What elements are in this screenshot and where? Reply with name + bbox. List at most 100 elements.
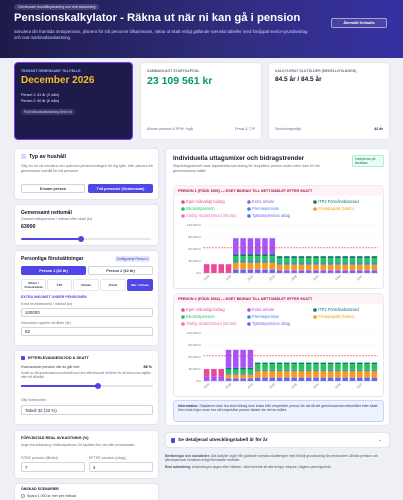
bar-segment <box>342 256 348 259</box>
bar-segment <box>276 258 283 263</box>
x-tick-label: 2035 <box>268 382 276 390</box>
bar-segment <box>284 369 290 371</box>
legend-swatch <box>313 308 317 312</box>
legend-swatch <box>181 214 185 218</box>
bar-segment <box>233 268 239 270</box>
scenario-option[interactable]: Spara 1 000 kr mer per månad <box>27 494 76 498</box>
reset-button[interactable]: Återställ Defaults <box>331 18 387 28</box>
bar-segment <box>247 377 254 379</box>
bar-segment <box>284 263 290 265</box>
y-tick-label: 60 000 kr <box>188 247 201 251</box>
summary-value: 23 109 561 kr <box>147 75 213 87</box>
bar-segment <box>349 371 356 377</box>
household-option[interactable]: Ensam person <box>21 184 85 193</box>
tax-select[interactable]: Tabell 32 (32 %) <box>21 405 153 415</box>
bar-segment <box>342 364 348 370</box>
details-toggle[interactable]: Se detaljerad utvecklingstabell år för å… <box>165 432 390 448</box>
bar-segment <box>335 269 341 271</box>
y-tick-label: 30 000 kr <box>188 367 201 371</box>
bar-segment <box>276 364 283 370</box>
x-tick-label: 2041 <box>312 274 320 282</box>
sub-tab[interactable]: Bilder / Födelsedata <box>21 279 46 291</box>
bar-segment <box>327 269 334 271</box>
bar-segment <box>240 377 246 379</box>
info-text: Staplarna visar hur stort bidrag som krä… <box>178 404 379 413</box>
legend-swatch <box>181 308 185 312</box>
bar-segment <box>327 264 334 270</box>
badge: Kalkyleras på årsbasis <box>352 155 384 167</box>
y-tick-label: 0 kr <box>196 271 201 275</box>
bar-segment <box>313 270 319 273</box>
radio[interactable] <box>21 494 25 498</box>
bar-segment <box>305 264 312 270</box>
bar-segment <box>284 377 290 378</box>
household-option[interactable]: Två personer (Gemensam) <box>88 184 153 193</box>
chart-header <box>173 293 384 304</box>
bar-segment <box>357 369 363 371</box>
return-input[interactable]: 7 <box>21 462 85 472</box>
person-tab[interactable]: Person 1 (61 år) <box>21 266 86 275</box>
bar-segment <box>233 256 239 261</box>
bar-segment <box>291 270 297 273</box>
summary-card: TIDIGAST GEMENSAMT TILLFÄLLE December 20… <box>14 62 133 140</box>
bar-segment <box>233 367 239 370</box>
bar-segment <box>335 256 341 259</box>
checkbox[interactable] <box>21 356 25 360</box>
bar-segment <box>269 369 276 371</box>
household-panel: Typ av hushåll Välj om du vill simulera … <box>14 148 159 200</box>
y-tick-label: 120 000 kr <box>187 223 201 227</box>
bar-segment <box>247 374 254 378</box>
slider-track <box>21 238 151 240</box>
bar-segment <box>305 369 312 371</box>
slider-thumb[interactable] <box>95 383 101 389</box>
bar-segment <box>269 377 276 381</box>
bar-segment <box>313 263 319 265</box>
bar-segment <box>262 369 268 371</box>
sub-tab[interactable]: Privat <box>100 279 126 291</box>
panel-title: Personliga förutsättningar <box>21 256 84 262</box>
legend-label: Extra arbete <box>252 199 275 204</box>
x-tick-label: 2044 <box>334 274 342 282</box>
bar-segment <box>313 377 319 378</box>
legend-swatch <box>313 315 317 319</box>
bar-segment <box>357 377 363 378</box>
bar-segment <box>269 261 276 263</box>
end-age-input[interactable]: 62 <box>21 327 153 336</box>
bar-segment <box>211 376 217 381</box>
panel-title: Individuella uttagsmixer och bidragstren… <box>173 155 305 162</box>
bar-segment <box>291 264 297 270</box>
person-tab[interactable]: Person 2 (62 år) <box>88 266 153 275</box>
income-input[interactable]: 100000 <box>21 308 153 317</box>
bar-segment <box>247 262 254 269</box>
bar-segment <box>262 377 268 378</box>
bar-segment <box>284 364 290 370</box>
bar-segment <box>254 238 261 255</box>
summary-line: Person 2: 60 år (6 mån) <box>21 99 59 103</box>
bar-segment <box>233 349 239 368</box>
sub-tab[interactable]: TJP <box>47 279 72 291</box>
bar-segment <box>371 256 378 259</box>
bar-segment <box>240 261 246 263</box>
bar-segment <box>247 349 254 368</box>
return-input[interactable]: 4 <box>89 462 153 472</box>
bar-segment <box>291 269 297 271</box>
bar-segment <box>349 362 356 365</box>
bar-segment <box>269 268 276 270</box>
slider-thumb[interactable] <box>78 236 84 242</box>
bar-segment <box>240 268 246 270</box>
sub-tab[interactable]: Mer / Arbete <box>127 279 153 291</box>
survivor-panel: EFTERLEVANDESKYDD & SKATT Kvarvarande pe… <box>14 350 159 425</box>
x-tick-label: 2047 <box>356 382 364 390</box>
summary-card: SAMMANLAGT STARTKAPITAL 23 109 561 kr Al… <box>140 62 262 140</box>
note: Andel av ditt gemensamma nettomål som de… <box>21 371 151 379</box>
bar-segment <box>335 263 341 265</box>
panel-description: Ange real avkastning, inflationsjusterad… <box>21 443 136 447</box>
legend-swatch <box>181 200 185 204</box>
bar-segment <box>305 362 312 365</box>
bar-segment <box>327 377 334 381</box>
bar-segment <box>262 261 268 263</box>
bar-segment <box>298 270 305 273</box>
sub-tab[interactable]: Allmän <box>73 279 99 291</box>
bar-segment <box>313 377 319 381</box>
legend-swatch <box>181 322 185 326</box>
